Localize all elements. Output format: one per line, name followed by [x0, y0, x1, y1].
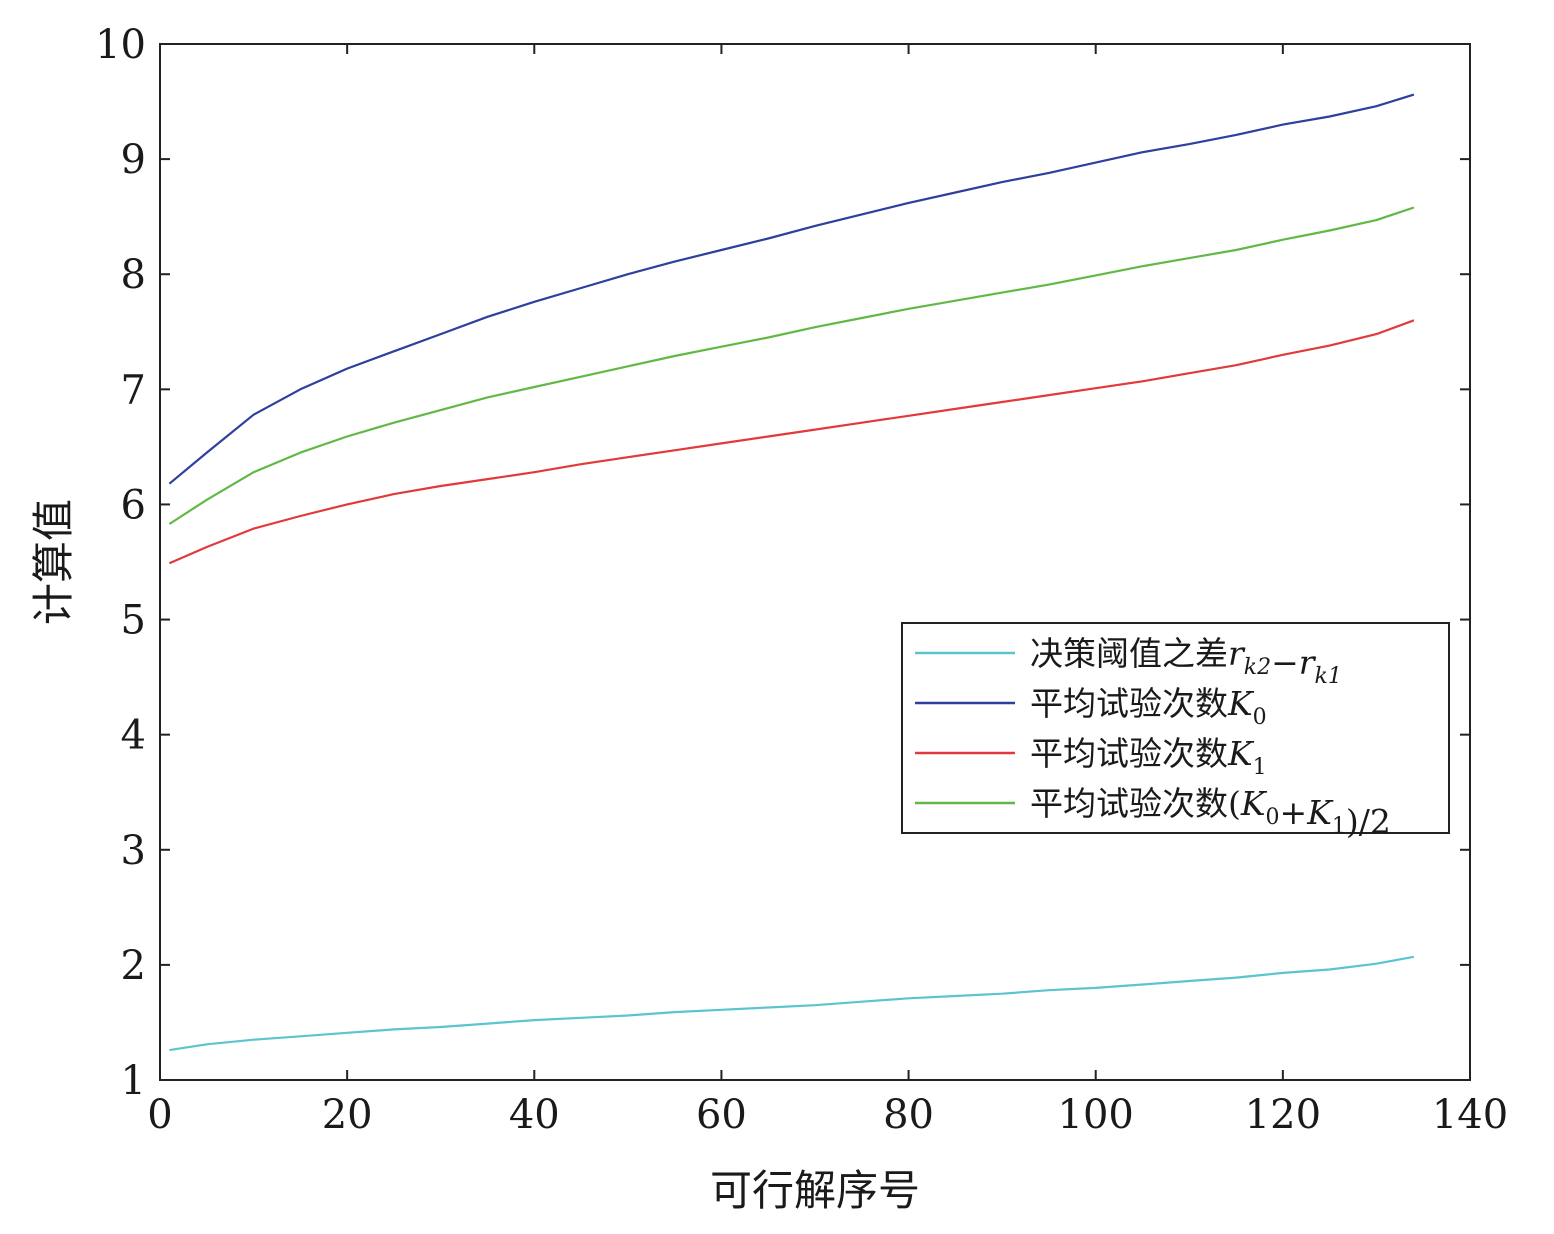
series-line-k_avg: [168, 206, 1415, 525]
legend-label-text: 决策阈值之差: [1030, 634, 1228, 673]
legend-label-text: 平均试验次数: [1030, 734, 1228, 773]
legend-math-subscript: k2: [1244, 655, 1271, 680]
y-tick-label: 5: [121, 598, 146, 644]
legend-math-operator: (: [1228, 784, 1241, 823]
legend-label-threshold_diff: 决策阈值之差rk2−rk1: [1030, 634, 1342, 689]
legend-label-k0: 平均试验次数K0: [1030, 684, 1267, 730]
x-axis-title: 可行解序号: [710, 1166, 920, 1215]
legend-math-symbol: K: [1306, 793, 1334, 832]
legend-label-k1: 平均试验次数K1: [1030, 734, 1267, 780]
legend-math-symbol: r: [1299, 643, 1317, 682]
series-line-threshold_diff: [169, 955, 1415, 1052]
y-tick-label: 9: [121, 137, 146, 183]
x-tick-label: 80: [883, 1092, 934, 1138]
legend-box: [901, 622, 1450, 834]
legend-math-symbol: K: [1227, 734, 1255, 773]
legend-math-subscript: k1: [1315, 664, 1342, 689]
y-tick-label: 4: [121, 713, 146, 759]
y-tick-label: 8: [121, 252, 146, 298]
legend-label-text: 平均试验次数: [1030, 684, 1228, 723]
y-tick-label: 3: [121, 828, 146, 874]
series-line-k1: [168, 319, 1415, 565]
x-tick-label: 40: [509, 1092, 560, 1138]
legend-math-operator: +: [1280, 793, 1308, 832]
x-tick-label: 0: [147, 1092, 172, 1138]
plot-frame: [159, 43, 1471, 1081]
legend-math-subscript: 1: [1332, 814, 1346, 839]
legend-math-subscript: 1: [1253, 755, 1267, 780]
series-layer: [168, 93, 1415, 1052]
x-tick-label: 140: [1432, 1092, 1508, 1138]
legend-math-subscript: 0: [1266, 805, 1280, 830]
legend-math-symbol: r: [1228, 634, 1246, 673]
legend-math-operator: −: [1271, 643, 1299, 682]
x-tick-label: 100: [1058, 1092, 1134, 1138]
series-line-k0: [168, 93, 1415, 485]
y-tick-label: 10: [95, 22, 146, 68]
y-tick-label: 1: [121, 1058, 146, 1104]
x-tick-label: 120: [1245, 1092, 1321, 1138]
y-tick-label: 2: [121, 943, 146, 989]
legend-label-k_avg: 平均试验次数(K0+K1)/2: [1030, 784, 1391, 841]
y-tick-label: 6: [121, 482, 146, 528]
legend-label-text: 平均试验次数: [1030, 784, 1228, 823]
legend: 决策阈值之差rk2−rk1平均试验次数K0平均试验次数K1平均试验次数(K0+K…: [901, 622, 1450, 841]
axis-ticks: [159, 43, 1471, 1081]
legend-math-operator: )/2: [1346, 802, 1391, 841]
legend-math-symbol: K: [1240, 784, 1268, 823]
y-tick-label: 7: [121, 367, 146, 413]
y-axis-title: 计算值: [29, 499, 78, 625]
legend-math-symbol: K: [1227, 684, 1255, 723]
x-tick-label: 20: [322, 1092, 373, 1138]
x-tick-label: 60: [696, 1092, 747, 1138]
legend-math-subscript: 0: [1253, 705, 1267, 730]
